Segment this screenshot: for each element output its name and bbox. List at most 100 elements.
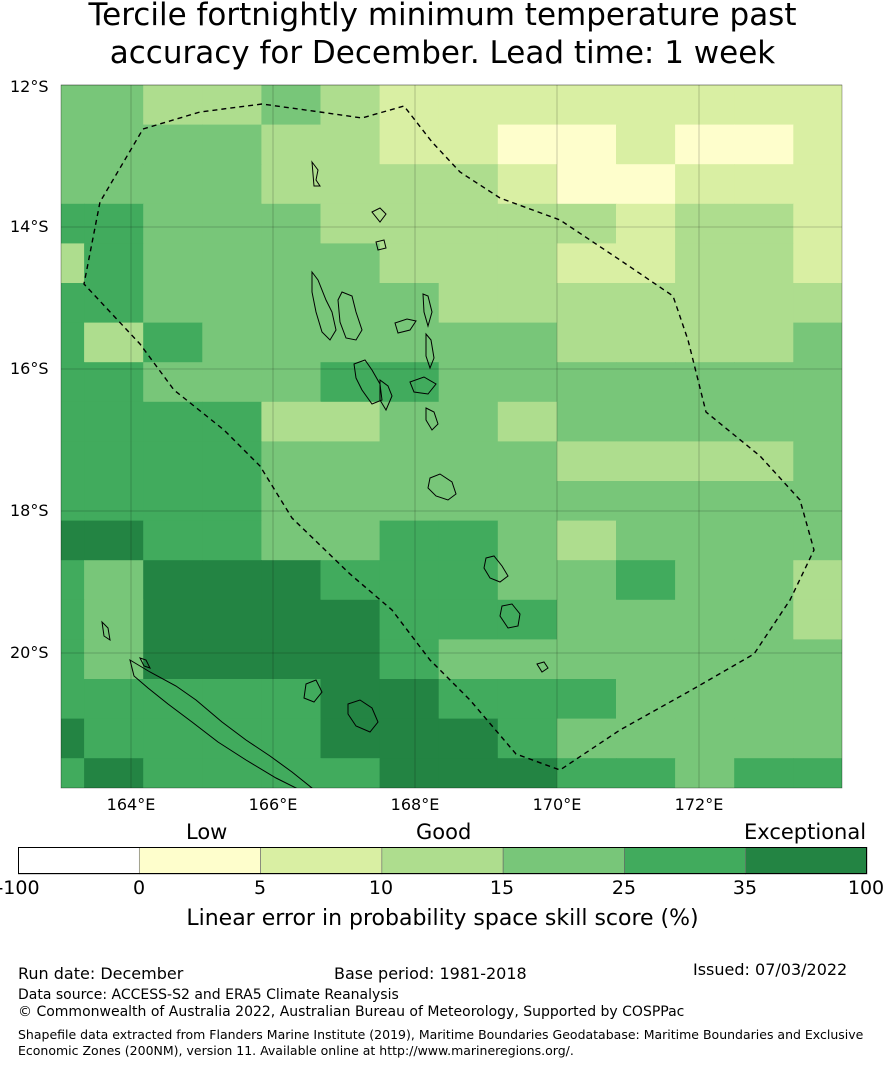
grid-cell xyxy=(379,164,440,205)
lon-label-172e: 172°E xyxy=(674,795,724,814)
grid-cell xyxy=(143,481,203,522)
grid-cell xyxy=(793,441,842,482)
grid-cell xyxy=(261,362,322,403)
grid-cell xyxy=(675,679,735,720)
grid-cell xyxy=(793,164,842,205)
grid-cell xyxy=(556,124,617,165)
grid-cell xyxy=(852,521,885,561)
grid-cell xyxy=(143,322,203,363)
grid-cell xyxy=(379,758,440,788)
grid-cell xyxy=(202,362,262,403)
grid-cell xyxy=(84,362,144,403)
run-date: Run date: December xyxy=(18,964,184,983)
grid-cell xyxy=(202,560,262,601)
grid-cell xyxy=(438,758,499,788)
grid-cell xyxy=(616,203,676,244)
grid-cell xyxy=(852,85,885,125)
map-title: Tercile fortnightly minimum temperature … xyxy=(0,0,885,72)
grid-cell xyxy=(438,441,499,482)
grid-cell xyxy=(84,758,144,788)
grid-cell xyxy=(675,481,735,522)
grid-cell xyxy=(84,401,144,442)
grid-cell xyxy=(379,560,440,601)
grid-cell xyxy=(616,599,676,640)
grid-cell xyxy=(320,679,381,720)
grid-cell xyxy=(202,401,262,442)
colorbar-segment xyxy=(502,847,625,875)
grid-cell xyxy=(616,481,676,522)
grid-cell xyxy=(261,203,322,244)
grid-cell xyxy=(734,758,794,788)
grid-cell xyxy=(84,599,144,640)
grid-cell xyxy=(61,322,85,363)
grid-cell xyxy=(793,560,842,601)
grid-cell xyxy=(61,679,85,720)
grid-cell xyxy=(675,758,735,788)
grid-cell xyxy=(497,362,558,403)
grid-cell xyxy=(497,441,558,482)
grid-cell xyxy=(616,362,676,403)
grid-cell xyxy=(202,718,262,759)
grid-cell xyxy=(202,283,262,324)
grid-cell xyxy=(852,560,885,600)
grid-cell xyxy=(556,164,617,205)
grid-cell xyxy=(379,481,440,522)
grid-cell xyxy=(84,243,144,284)
grid-cell xyxy=(734,481,794,522)
grid-cell xyxy=(320,203,381,244)
grid-cell xyxy=(438,520,499,561)
grid-cell xyxy=(84,441,144,482)
colorbar-segment xyxy=(138,847,261,875)
grid-cell xyxy=(734,85,794,126)
grid-cell xyxy=(61,401,85,442)
grid-cell xyxy=(852,639,885,679)
grid-cell xyxy=(497,243,558,284)
grid-cell xyxy=(320,243,381,284)
eez-boundary xyxy=(83,103,815,771)
grid-cell xyxy=(143,362,203,403)
grid-cell xyxy=(497,599,558,640)
grid-cell xyxy=(143,599,203,640)
map-frame xyxy=(60,84,843,789)
grid-cell xyxy=(320,164,381,205)
lat-label-14s: 14°S xyxy=(10,217,49,236)
grid-cell xyxy=(793,481,842,522)
lat-label-16s: 16°S xyxy=(10,359,49,378)
grid-cell xyxy=(61,520,85,561)
grid-cell xyxy=(61,560,85,601)
grid-cell xyxy=(734,679,794,720)
grid-cell xyxy=(320,758,381,788)
grid-cell xyxy=(852,362,885,402)
tick-100: 100 xyxy=(847,877,885,899)
grid-cell xyxy=(261,639,322,680)
grid-cell xyxy=(616,441,676,482)
grid-cell xyxy=(793,124,842,165)
grid-cell xyxy=(734,639,794,680)
grid-cell xyxy=(202,243,262,284)
lat-label-18s: 18°S xyxy=(10,501,49,520)
grid-cell xyxy=(734,599,794,640)
grid-cell xyxy=(379,243,440,284)
grid-cell xyxy=(675,243,735,284)
grid-cell xyxy=(616,718,676,759)
grid-cell xyxy=(84,85,144,126)
grid-cell xyxy=(261,679,322,720)
shapefile-credit: Shapefile data extracted from Flanders M… xyxy=(18,1027,868,1059)
grid-cell xyxy=(379,322,440,363)
grid-cell xyxy=(556,401,617,442)
grid-cell xyxy=(202,639,262,680)
grid-cell xyxy=(675,322,735,363)
grid-cell xyxy=(61,718,85,759)
grid-cell xyxy=(379,679,440,720)
grid-cell xyxy=(438,203,499,244)
grid-cell xyxy=(616,164,676,205)
grid-cell xyxy=(616,679,676,720)
grid-cell xyxy=(616,758,676,788)
grid-cell xyxy=(556,679,617,720)
grid-cell xyxy=(84,283,144,324)
grid-cell xyxy=(793,758,842,788)
grid-cell xyxy=(320,560,381,601)
grid-cell xyxy=(556,441,617,482)
grid-cell xyxy=(675,85,735,126)
grid-cell xyxy=(143,203,203,244)
